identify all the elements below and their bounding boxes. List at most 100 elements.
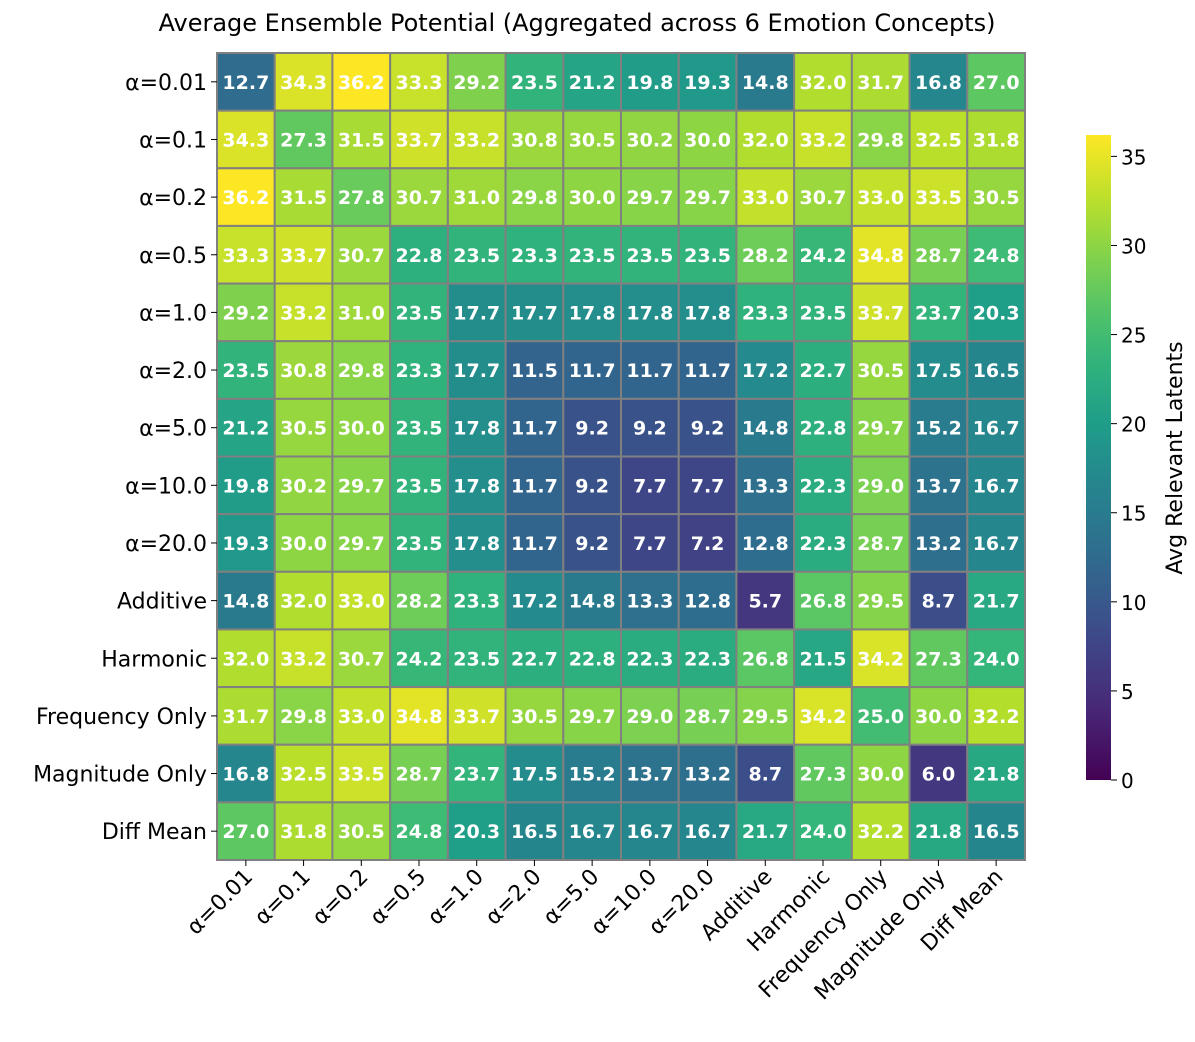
colorbar: 0 5 10 15 20 25 30 35 [1086,135,1146,793]
cell-value-label: 14.8 [569,591,616,613]
heatmap-cell [966,628,1026,689]
cell-value-label: 21.8 [973,764,1020,786]
cell-value-label: 23.3 [511,245,558,267]
row-label: Diff Mean [102,820,207,845]
cell-value-label: 29.7 [857,418,904,440]
cell-value-label: 32.0 [222,648,269,670]
heatmap-cell [562,686,622,746]
cell-value-label: 13.7 [915,475,962,497]
heatmap-cell [446,801,507,861]
heatmap-cell [850,224,911,285]
heatmap-cell [735,743,796,804]
heatmap-cell [850,52,911,112]
heatmap-cell [216,686,276,746]
cell-value-label: 7.7 [633,533,667,555]
cell-value-label: 33.0 [742,187,789,209]
cell-value-label: 23.5 [626,245,673,267]
cell-value-label: 22.3 [684,648,731,670]
cell-value-label: 16.7 [973,475,1020,497]
row-label: Frequency Only [36,705,207,730]
heatmap-cell [446,743,507,804]
heatmap-cell [446,397,507,458]
cell-value-label: 33.2 [800,129,847,151]
row-label: α=0.1 [139,128,207,153]
heatmap-cell [966,340,1026,400]
row-label: Additive [117,590,207,615]
cell-value-label: 8.7 [922,591,956,613]
heatmap-cell [966,513,1026,573]
cell-value-label: 17.5 [915,360,962,382]
heatmap-cell [677,340,738,400]
colorbar-tick-label: 25 [1121,324,1146,348]
column-label: α=0.2 [308,865,374,931]
cell-value-label: 23.5 [396,475,443,497]
cell-value-label: 31.5 [280,187,327,209]
cell-value-label: 17.8 [626,302,673,324]
cell-value-label: 30.0 [857,764,904,786]
heatmap-cell [620,743,680,804]
cell-value-label: 30.0 [569,187,616,209]
cell-value-label: 24.0 [800,821,847,843]
row-label: α=20.0 [125,532,207,557]
cell-value-label: 28.2 [742,245,789,267]
heatmap-cell [389,455,449,516]
heatmap-cell [620,52,680,112]
cell-value-label: 6.0 [922,764,956,786]
cell-value-label: 17.2 [742,360,789,382]
heatmap-cell [735,628,796,689]
heatmap-cell [562,109,622,170]
cell-value-label: 29.7 [626,187,673,209]
heatmap-cell [273,570,334,631]
heatmap-cell [331,282,392,343]
heatmap-cell [793,340,853,400]
cell-value-label: 29.5 [857,591,904,613]
cell-value-label: 29.8 [280,706,327,728]
cell-value-label: 31.7 [857,72,904,94]
colorbar-gradient [1086,135,1111,780]
heatmap-cell [677,628,738,689]
chart-title: Average Ensemble Potential (Aggregated a… [158,9,995,37]
cell-value-label: 23.5 [396,533,443,555]
heatmap-cell [966,167,1026,227]
cell-value-label: 7.2 [691,533,725,555]
cell-value-label: 34.8 [396,706,443,728]
cell-value-label: 36.2 [338,72,385,94]
colorbar-tick-label: 5 [1121,680,1134,704]
cell-value-label: 30.5 [973,187,1020,209]
cell-value-label: 14.8 [742,418,789,440]
cell-value-label: 32.5 [280,764,327,786]
cell-value-label: 17.7 [511,302,558,324]
cell-value-label: 12.7 [222,72,269,94]
cell-value-label: 30.0 [684,129,731,151]
cell-value-label: 22.8 [396,245,443,267]
heatmap-cell [562,628,622,689]
cell-value-label: 8.7 [748,764,782,786]
cell-value-label: 11.7 [511,475,558,497]
cell-value-label: 30.8 [511,129,558,151]
heatmap-cell [504,109,565,170]
cell-value-label: 22.8 [800,418,847,440]
cell-value-label: 29.5 [742,706,789,728]
heatmap-cell [735,52,796,112]
cell-value-label: 30.7 [338,648,385,670]
cell-value-label: 19.3 [222,533,269,555]
cell-value-label: 34.2 [800,706,847,728]
cell-value-label: 29.8 [338,360,385,382]
colorbar-tick-label: 15 [1121,502,1146,526]
cell-value-label: 33.2 [280,302,327,324]
heatmap-cell [966,224,1026,285]
cell-value-label: 24.2 [800,245,847,267]
cell-value-label: 27.0 [222,821,269,843]
heatmap-cell [908,224,969,285]
cell-value-label: 30.5 [857,360,904,382]
cell-value-label: 28.7 [684,706,731,728]
heatmap-cell [446,570,507,631]
cell-value-label: 13.3 [626,591,673,613]
heatmap-cell [331,224,392,285]
cell-value-label: 29.8 [857,129,904,151]
heatmap-cell [966,455,1026,516]
row-label: α=1.0 [139,301,207,326]
cell-value-label: 30.8 [280,360,327,382]
cell-value-label: 22.8 [569,648,616,670]
cell-value-label: 29.7 [338,475,385,497]
